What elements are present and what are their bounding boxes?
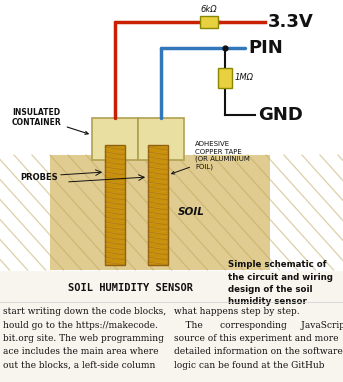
Text: 1MΩ: 1MΩ bbox=[235, 73, 254, 83]
Text: logic can be found at the GitHub: logic can be found at the GitHub bbox=[174, 361, 324, 370]
Text: source of this experiment and more: source of this experiment and more bbox=[174, 334, 339, 343]
Bar bbox=[105, 145, 125, 265]
Text: The      corresponding     JavaScript: The corresponding JavaScript bbox=[174, 320, 343, 330]
Bar bbox=[138, 118, 184, 160]
Bar bbox=[50, 155, 270, 270]
Text: PROBES: PROBES bbox=[20, 173, 58, 183]
Text: GND: GND bbox=[258, 106, 303, 124]
Text: INSULATED
CONTAINER: INSULATED CONTAINER bbox=[12, 108, 88, 134]
Bar bbox=[200, 16, 218, 28]
Text: start writing down the code blocks,: start writing down the code blocks, bbox=[3, 307, 166, 316]
Text: 6kΩ: 6kΩ bbox=[201, 5, 217, 14]
Text: PIN: PIN bbox=[248, 39, 283, 57]
Text: detailed information on the software: detailed information on the software bbox=[174, 348, 343, 356]
Text: SOIL HUMIDITY SENSOR: SOIL HUMIDITY SENSOR bbox=[68, 283, 192, 293]
Text: out the blocks, a left-side column: out the blocks, a left-side column bbox=[3, 361, 155, 370]
Text: ace includes the main area where: ace includes the main area where bbox=[3, 348, 158, 356]
Text: ADHESIVE
COPPER TAPE
(OR ALUMINIUM
FOIL): ADHESIVE COPPER TAPE (OR ALUMINIUM FOIL) bbox=[172, 141, 250, 174]
Text: SOIL: SOIL bbox=[178, 207, 205, 217]
Text: what happens step by step.: what happens step by step. bbox=[174, 307, 300, 316]
Text: bit.org site. The web programming: bit.org site. The web programming bbox=[3, 334, 164, 343]
Bar bbox=[0, 0, 343, 270]
Bar bbox=[92, 118, 138, 160]
Text: 3.3V: 3.3V bbox=[268, 13, 314, 31]
Bar bbox=[218, 68, 232, 88]
Bar bbox=[148, 145, 168, 265]
Text: Simple schematic of
the circuit and wiring
design of the soil
humidity sensor: Simple schematic of the circuit and wiri… bbox=[228, 260, 333, 306]
Text: hould go to the https://makecode.: hould go to the https://makecode. bbox=[3, 320, 158, 330]
